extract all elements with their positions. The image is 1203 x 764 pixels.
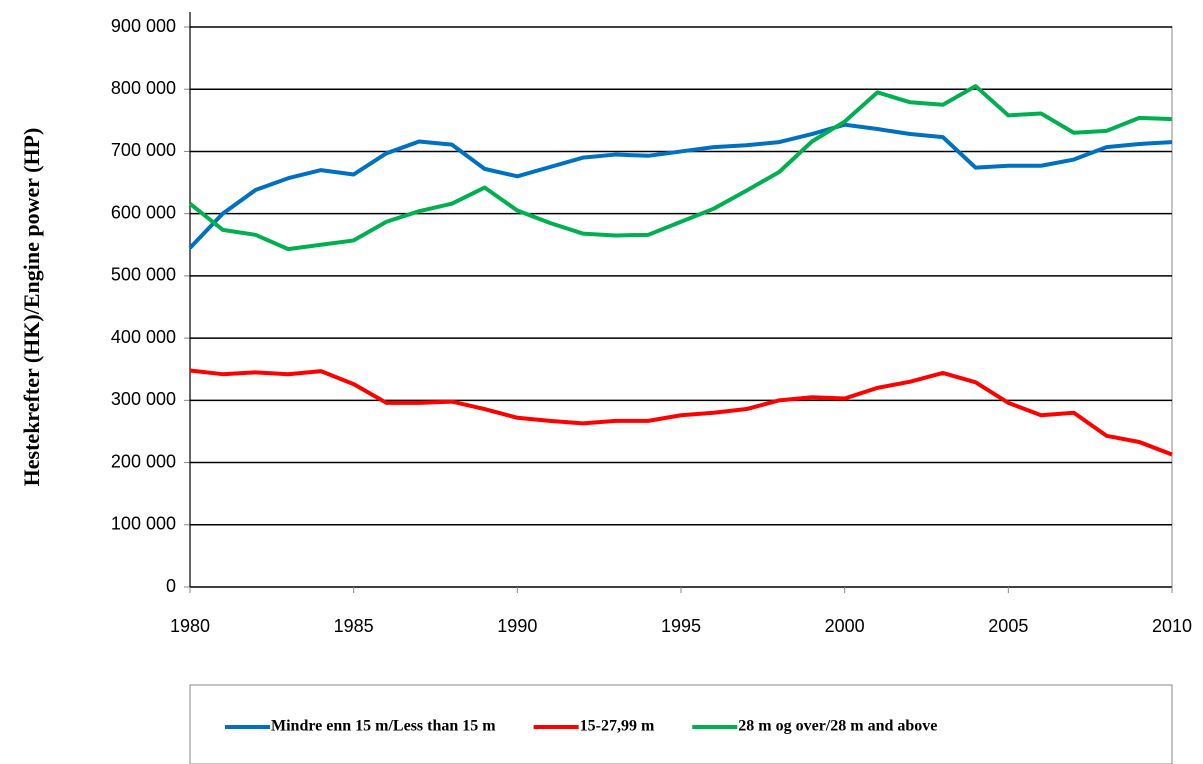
legend-label: 15-27,99 m: [580, 718, 655, 735]
y-tick-label: 700 000: [111, 140, 176, 160]
x-tick-label: 1990: [497, 616, 537, 636]
y-tick-label: 100 000: [111, 514, 176, 534]
y-tick-label: 800 000: [111, 78, 176, 98]
plot-area: [189, 26, 1173, 588]
y-tick-label: 300 000: [111, 389, 176, 409]
x-tick-label: 1980: [170, 616, 210, 636]
series-line: [189, 368, 1173, 457]
x-tick-label: 2005: [988, 616, 1028, 636]
x-tick-label: 2000: [825, 616, 865, 636]
y-tick-label: 500 000: [111, 265, 176, 285]
x-tick-label: 2010: [1152, 616, 1192, 636]
series-line: [188, 84, 1173, 252]
x-tick-label: 1995: [661, 616, 701, 636]
series-line: [188, 122, 1173, 250]
y-axis-title: Hestekrefter (HK)/Engine power (HP): [19, 128, 44, 487]
y-tick-label: 200 000: [111, 451, 176, 471]
y-tick-label: 900 000: [111, 16, 176, 36]
y-tick-label: 600 000: [111, 202, 176, 222]
y-tick-label: 0: [166, 576, 176, 596]
legend-label: Mindre enn 15 m/Less than 15 m: [271, 718, 496, 735]
legend-box: [189, 684, 1173, 764]
y-tick-label: 400 000: [111, 327, 176, 347]
x-tick-label: 1985: [334, 616, 374, 636]
legend-label: 28 m og over/28 m and above: [738, 718, 937, 735]
